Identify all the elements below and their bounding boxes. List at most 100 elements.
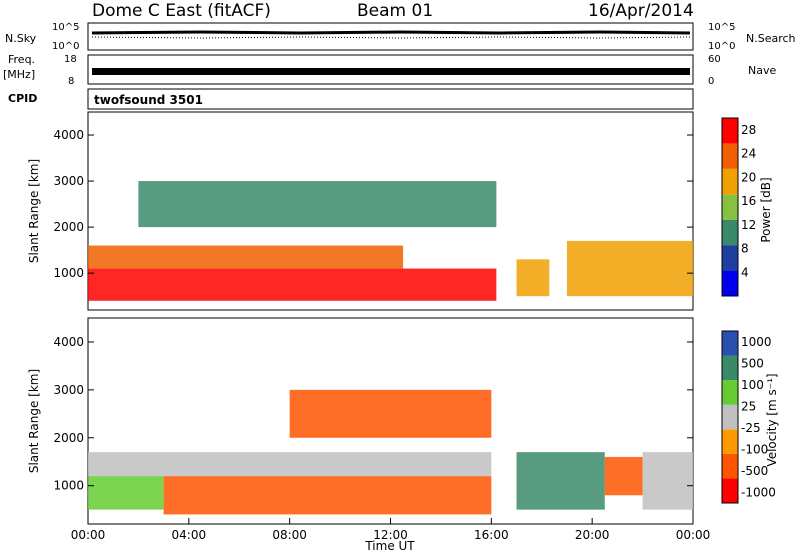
colorbar-segment xyxy=(722,429,738,454)
data-region xyxy=(163,476,492,515)
x-axis: 00:00 04:00 08:00 12:00 16:00 20:00 00:00 xyxy=(71,518,711,542)
cpid-value: twofsound 3501 xyxy=(94,93,203,107)
colorbar-segment xyxy=(722,143,738,169)
colorbar-tick-label: 500 xyxy=(741,356,764,370)
colorbar-tick-label: 24 xyxy=(741,147,756,161)
data-region xyxy=(289,389,492,438)
date-title: 16/Apr/2014 xyxy=(588,1,694,21)
y-tick-label: 4000 xyxy=(53,335,84,349)
data-region xyxy=(516,452,605,510)
x-axis-label: Time UT xyxy=(364,539,415,553)
y-tick-label: 2000 xyxy=(53,220,84,234)
colorbar-frame xyxy=(721,330,739,504)
colorbar-segment xyxy=(722,453,738,479)
colorbar-segment xyxy=(722,331,738,356)
x-tick-label: 04:00 xyxy=(172,528,207,542)
nsky-panel: N.Sky 10^5 10^0 N.Search 10^5 10^0 xyxy=(5,22,796,52)
freq-tick-bottom: 8 xyxy=(68,76,74,87)
velocity-colorbar: 1000 500 100 25 -25 -100 -500 -1000 xyxy=(721,330,776,504)
colorbar-tick-label: 100 xyxy=(741,378,764,392)
nave-label: Nave xyxy=(748,64,776,77)
power-ticks: 1000 2000 3000 4000 xyxy=(53,128,693,280)
data-region xyxy=(88,268,497,301)
colorbar-tick-label: -1000 xyxy=(741,485,776,499)
x-tick-label: 20:00 xyxy=(575,528,610,542)
colorbar-segment xyxy=(722,219,738,246)
freq-tick-top: 18 xyxy=(64,54,77,65)
data-region xyxy=(138,181,497,228)
colorbar-tick-label: 20 xyxy=(741,170,756,184)
x-tick-label: 00:00 xyxy=(71,528,106,542)
colorbar-segment xyxy=(722,194,738,220)
colorbar-tick-label: -500 xyxy=(741,464,768,478)
colorbar-segment xyxy=(722,118,738,144)
colorbar-tick-label: 1000 xyxy=(741,335,772,349)
velocity-colorbar-label: Velocity [m s⁻¹] xyxy=(765,373,779,466)
colorbar-segment xyxy=(722,355,738,381)
freq-frame xyxy=(87,54,694,85)
colorbar-segment xyxy=(722,404,738,430)
colorbar-tick-label: 8 xyxy=(741,242,749,256)
data-region xyxy=(88,452,492,477)
y-tick-label: 3000 xyxy=(53,174,84,188)
data-region xyxy=(88,245,404,269)
colorbar-segment xyxy=(722,270,738,296)
nsky-trace xyxy=(91,30,691,35)
station-title: Dome C East (fitACF) xyxy=(92,1,271,21)
data-region xyxy=(566,240,693,297)
colorbar-frame xyxy=(721,117,739,297)
nsky-frame xyxy=(87,22,694,51)
velocity-regions xyxy=(88,389,693,515)
velocity-panel: 1000 2000 3000 4000 Slant Range [km] 1000 50… xyxy=(27,317,779,525)
y-tick-label: 2000 xyxy=(53,431,84,445)
power-colorbar-label: Power [dB] xyxy=(759,177,773,242)
power-regions xyxy=(88,181,693,301)
power-ylabel: Slant Range [km] xyxy=(27,159,41,263)
colorbar-tick-label: -25 xyxy=(741,421,761,435)
nsearch-trace xyxy=(91,36,691,39)
data-region xyxy=(88,476,164,510)
nsky-label: N.Sky xyxy=(5,32,37,45)
colorbar-tick-label: 4 xyxy=(741,265,749,279)
data-region xyxy=(604,456,643,496)
power-colorbar: 4 8 12 16 20 24 28 xyxy=(721,117,756,297)
colorbar-segment xyxy=(722,380,738,405)
freq-unit: [MHz] xyxy=(3,68,35,81)
freq-panel: Freq. [MHz] 18 8 Nave 60 0 xyxy=(3,53,776,87)
nave-tick-top: 60 xyxy=(708,54,721,65)
nsearch-tick-bottom: 10^0 xyxy=(708,41,735,52)
nsky-tick-bottom: 10^0 xyxy=(52,41,79,52)
colorbar-segment xyxy=(722,245,738,271)
colorbar-segment xyxy=(722,168,738,195)
y-tick-label: 3000 xyxy=(53,383,84,397)
data-region xyxy=(516,259,550,297)
cpid-label: CPID xyxy=(8,92,37,105)
x-tick-label: 08:00 xyxy=(272,528,307,542)
y-tick-label: 1000 xyxy=(53,479,84,493)
power-panel: 1000 2000 3000 4000 Slant Range [km] 4 8 12 16… xyxy=(27,111,773,311)
x-tick-label: 12:00 xyxy=(373,528,408,542)
velocity-ylabel: Slant Range [km] xyxy=(27,369,41,473)
nsearch-label: N.Search xyxy=(746,32,796,45)
x-tick-label: 00:00 xyxy=(676,528,711,542)
x-tick-label: 16:00 xyxy=(474,528,509,542)
colorbar-tick-label: 16 xyxy=(741,194,756,208)
cpid-panel: CPID twofsound 3501 xyxy=(8,88,694,110)
nave-tick-bottom: 0 xyxy=(708,76,714,87)
velocity-ticks: 1000 2000 3000 4000 xyxy=(53,335,693,493)
colorbar-tick-label: 25 xyxy=(741,399,756,413)
colorbar-tick-label: 12 xyxy=(741,218,756,232)
colorbar-tick-label: -100 xyxy=(741,442,768,456)
colorbar-segment xyxy=(722,478,738,503)
nsky-tick-top: 10^5 xyxy=(52,22,79,33)
beam-title: Beam 01 xyxy=(357,1,433,21)
data-region xyxy=(642,452,693,510)
y-tick-label: 1000 xyxy=(53,266,84,280)
colorbar-tick-label: 28 xyxy=(741,123,756,137)
freq-trace xyxy=(92,68,690,75)
cpid-frame xyxy=(87,88,694,110)
freq-label: Freq. xyxy=(8,53,35,66)
y-tick-label: 4000 xyxy=(53,128,84,142)
nsearch-tick-top: 10^5 xyxy=(708,22,735,33)
